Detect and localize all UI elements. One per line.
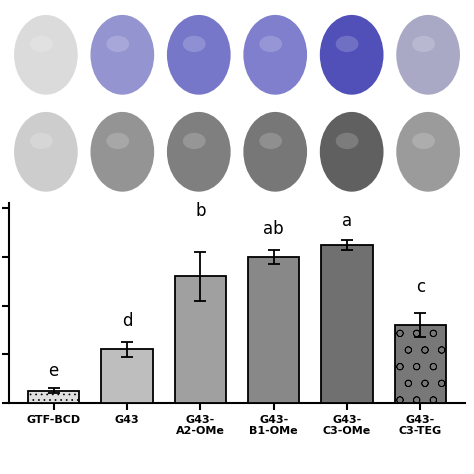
- Ellipse shape: [91, 15, 154, 95]
- Ellipse shape: [14, 112, 78, 191]
- Ellipse shape: [167, 15, 231, 95]
- Ellipse shape: [396, 112, 460, 191]
- Bar: [101, 349, 153, 403]
- Ellipse shape: [259, 36, 282, 52]
- Text: d: d: [122, 312, 132, 330]
- Text: ab: ab: [264, 219, 284, 237]
- Text: b: b: [195, 202, 206, 220]
- Ellipse shape: [259, 133, 282, 149]
- Ellipse shape: [106, 36, 129, 52]
- Ellipse shape: [91, 112, 154, 191]
- Bar: [174, 276, 226, 403]
- Text: a: a: [342, 212, 352, 230]
- Bar: [248, 257, 300, 403]
- Ellipse shape: [320, 15, 383, 95]
- Ellipse shape: [30, 36, 53, 52]
- Bar: [321, 245, 373, 403]
- Ellipse shape: [30, 133, 53, 149]
- Ellipse shape: [14, 15, 78, 95]
- Ellipse shape: [320, 112, 383, 191]
- Bar: [28, 391, 79, 403]
- Ellipse shape: [336, 133, 358, 149]
- Text: e: e: [48, 362, 59, 380]
- Ellipse shape: [396, 15, 460, 95]
- Ellipse shape: [106, 133, 129, 149]
- Ellipse shape: [412, 133, 435, 149]
- Ellipse shape: [336, 36, 358, 52]
- Ellipse shape: [243, 112, 307, 191]
- Ellipse shape: [183, 36, 206, 52]
- Text: c: c: [416, 278, 425, 296]
- Ellipse shape: [183, 133, 206, 149]
- Ellipse shape: [412, 36, 435, 52]
- Ellipse shape: [243, 15, 307, 95]
- Bar: [395, 325, 446, 403]
- Ellipse shape: [167, 112, 231, 191]
